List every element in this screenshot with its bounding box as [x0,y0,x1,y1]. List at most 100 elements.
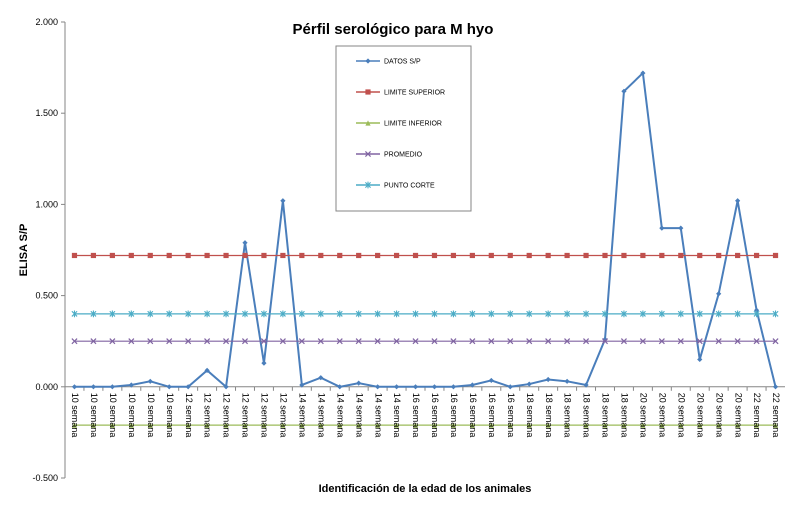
legend: DATOS S/P LIMITE SUPERIOR LIMITE INFERIOR P… [335,45,472,212]
series-4-point [734,310,741,318]
series-2-point [735,422,741,428]
series-4-point [753,310,760,318]
series-2-point [147,422,153,428]
legend-marker [365,89,371,95]
series-3-point [204,338,211,345]
series-2-point [678,422,684,428]
series-3-point [734,338,741,345]
series-2-point [564,422,570,428]
x-tick-label: 14 semana [316,393,326,438]
series-0-point [716,291,722,297]
series-1-point [280,252,286,259]
legend-label: LIMITE INFERIOR [384,121,442,128]
series-3-point [109,338,116,345]
series-0-point [583,382,589,388]
series-2-point [71,422,78,428]
series-3-point [696,338,703,345]
series-1-point [469,252,475,259]
series-4-point [715,310,722,318]
series-4-point [223,310,230,318]
series-0-point [109,384,115,390]
series-4-point [639,310,646,318]
series-1-point [318,252,324,259]
series-4-point [488,310,495,318]
series-4-point [620,310,627,318]
series-0-point [280,198,286,204]
series-3-point [639,338,646,345]
series-2-point [507,422,513,428]
legend-marker [365,58,371,64]
series-2-point [526,422,532,428]
series-0-point [147,378,153,384]
series-4-point [507,310,514,318]
series-1-point [147,252,153,259]
series-3-point [772,338,779,345]
series-4-point [696,310,703,318]
x-tick-label: 10 semana [127,393,137,438]
series-4-point [526,310,533,318]
series-3-point [355,338,362,345]
series-0-point [564,378,570,384]
series-0-point [545,376,551,383]
series-2-point [545,422,551,428]
legend-marker [364,150,372,158]
series-2-point [185,422,191,428]
series-2-point [697,422,703,428]
x-tick-label: 16 semana [449,393,459,438]
series-3-point [71,338,78,345]
series-4-point [71,310,78,318]
series-0-point [469,382,475,388]
series-4-point [279,310,286,318]
series-4-point [90,310,97,318]
series-1-point [507,252,513,259]
x-tick-label: 22 semana [752,393,762,438]
series-3-point [601,338,609,345]
series-2-point [109,422,115,428]
series-1-point [431,252,438,259]
series-0-point [450,384,457,390]
series-1-point [735,252,741,259]
y-tick-label: 2.000 [35,17,58,27]
x-tick-label: 18 semana [563,393,573,438]
x-tick-label: 20 semana [676,393,686,438]
x-tick-label: 12 semana [260,393,270,438]
series-2-point [393,422,400,428]
x-tick-label: 20 semana [657,393,667,438]
series-0-point [431,384,438,390]
series-2-point [431,422,438,428]
series-1-point [526,252,532,259]
series-0-line [74,70,777,389]
series-0-point [602,336,608,342]
series-2-point [318,422,324,428]
series-2-point [602,422,608,428]
series-3-point [336,338,343,345]
series-1-point [90,252,97,259]
series-4-point [772,310,779,318]
series-3-point [223,338,230,345]
x-tick-label: 16 semana [411,393,421,438]
series-3-point [260,338,267,345]
x-tick-label: 18 semana [544,393,554,438]
series-4-point [393,310,400,318]
x-tick-label: 12 semana [222,393,232,438]
series-2-point [261,422,267,428]
x-tick-label: 18 semana [582,393,592,438]
series-2-point [583,422,589,428]
series-3-point [90,338,97,345]
series-2-point [166,422,172,428]
legend-label: DATOS S/P [384,59,421,66]
series-3-point [469,338,476,345]
y-tick-label: 0.500 [35,291,58,301]
series-1-point [412,252,419,259]
series-0-point [356,380,362,386]
series-2-point [659,422,665,428]
series-4-point [564,310,571,318]
series-4-point [583,310,590,318]
series-3-point [507,338,514,345]
series-3-point [488,338,495,345]
x-tick-label: 20 semana [733,393,743,438]
series-4-point [677,310,684,318]
chart-title: Pérfil serológico para M hyo [293,21,494,38]
series-3-point [147,338,154,345]
x-tick-label: 14 semana [354,393,364,438]
